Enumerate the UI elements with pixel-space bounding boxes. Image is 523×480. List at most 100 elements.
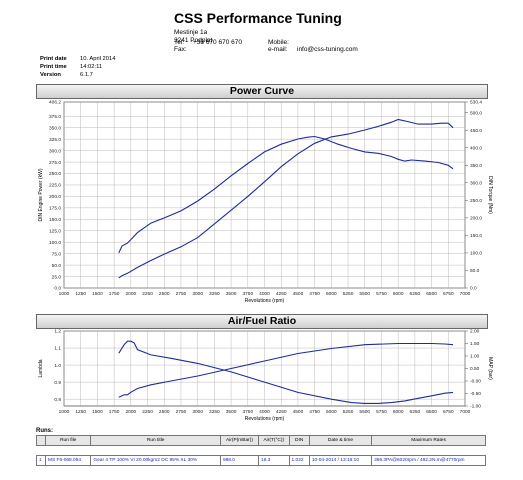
tel-label: Tel: <box>174 39 185 46</box>
y2-tick-label: 150.0 <box>470 233 482 239</box>
x-tick-label: 2000 <box>125 409 136 415</box>
runs-table: Run file Run title Air(P(mBar)) Air(T(°C… <box>36 435 486 466</box>
x-tick-label: 4000 <box>259 291 270 297</box>
y2-tick-label: 350.0 <box>470 163 482 169</box>
x-tick-label: 3000 <box>192 291 203 297</box>
print-date-label: Print date <box>40 56 67 62</box>
y-tick-label: 125.0 <box>49 228 61 234</box>
x-axis-label: Revolutions (rpm) <box>245 298 285 304</box>
run-title: Gear 4 TP 100% VI 20.00kgm2 DC 95% XL 30… <box>90 455 221 466</box>
print-time-value: 14:02:11 <box>80 64 103 70</box>
y2-tick-label: 200.0 <box>470 216 482 222</box>
company-name: CSS Performance Tuning <box>174 10 342 26</box>
x-tick-label: 6500 <box>426 291 437 297</box>
run-max-rates: 369.3PA@6020rpm / 482.2N.m@4770rpm <box>371 455 486 466</box>
mobile-label: Mobile: <box>268 39 289 46</box>
y-tick-label: 0.0 <box>54 286 61 292</box>
y2-tick-label: 300.0 <box>470 180 482 186</box>
runs-header-air-p: Air(P(mBar)) <box>219 435 260 446</box>
run-air-p: 988.0 <box>219 455 260 466</box>
x-axis-label: Revolutions (rpm) <box>245 416 285 422</box>
x-tick-label: 1000 <box>59 291 70 297</box>
x-tick-label: 2250 <box>142 409 153 415</box>
y2-tick-label: 530.4 <box>470 100 482 106</box>
runs-spacer-row <box>37 446 486 456</box>
x-tick-label: 4750 <box>309 409 320 415</box>
runs-header-max: Maximum Rates <box>371 435 486 446</box>
series-line-2 <box>118 118 454 279</box>
y2-tick-label: -0.00 <box>470 379 481 385</box>
run-din: 1.022 <box>288 455 310 466</box>
series-line-1 <box>118 340 454 404</box>
fax-label: Fax: <box>174 46 187 53</box>
y2-tick-label: 500.0 <box>470 110 482 116</box>
x-tick-label: 1250 <box>75 291 86 297</box>
x-tick-label: 6250 <box>410 291 421 297</box>
table-row[interactable]: 1 MS F6-068.054 Gear 4 TP 100% VI 20.00k… <box>36 455 486 466</box>
y-tick-label: 1.0 <box>54 363 61 369</box>
y-tick-label: 1.1 <box>54 346 61 352</box>
x-tick-label: 1750 <box>109 409 120 415</box>
y2-tick-label: 1.50 <box>470 341 480 347</box>
x-tick-label: 2750 <box>176 291 187 297</box>
address-line-2: 3241 Podplat <box>174 36 213 44</box>
y-axis-label: DIN Engine Power (kW) <box>38 168 44 221</box>
version-label: Version <box>40 72 61 78</box>
x-tick-label: 3500 <box>226 409 237 415</box>
y2-tick-label: 50.0 <box>470 268 480 274</box>
x-tick-label: 4000 <box>259 409 270 415</box>
y-tick-label: 1.2 <box>54 329 61 335</box>
runs-spacer-cell <box>37 446 486 456</box>
email-label: e-mail: <box>268 46 288 53</box>
y-tick-label: 75.0 <box>52 251 62 257</box>
x-tick-label: 5750 <box>376 409 387 415</box>
runs-header-din: DIN <box>288 435 310 446</box>
y-tick-label: 50.0 <box>52 263 62 269</box>
power-curve-chart: 1000 1250 1500 1750 2000 2250 2500 2750 3000 3250… <box>38 100 493 304</box>
y-tick-label: 350.0 <box>49 125 61 131</box>
y-tick-label: 175.0 <box>49 206 61 212</box>
print-date-value: 10. April 2014 <box>80 56 116 62</box>
series-line-2 <box>118 342 454 398</box>
x-tick-label: 6500 <box>426 409 437 415</box>
y-tick-label: 225.0 <box>49 183 61 189</box>
y-tick-label: 25.0 <box>52 274 62 280</box>
x-tick-label: 5500 <box>359 409 370 415</box>
run-air-t: 16.3 <box>258 455 290 466</box>
runs-header-date: Date & time <box>308 435 373 446</box>
x-tick-label: 4500 <box>293 409 304 415</box>
x-tick-label: 1500 <box>92 291 103 297</box>
runs-header-title: Run title <box>90 435 221 446</box>
runs-title: Runs: <box>36 428 53 434</box>
y2-axis-label: MAP (bar) <box>487 357 493 380</box>
version-value: 6.1.7 <box>80 72 93 78</box>
x-tick-label: 6250 <box>410 409 421 415</box>
x-tick-label: 5000 <box>326 409 337 415</box>
x-tick-label: 6750 <box>443 409 454 415</box>
x-tick-label: 3250 <box>209 291 220 297</box>
x-tick-label: 4750 <box>309 291 320 297</box>
x-tick-label: 2750 <box>176 409 187 415</box>
x-tick-label: 6000 <box>393 291 404 297</box>
x-tick-label: 5250 <box>343 291 354 297</box>
y-tick-label: 275.0 <box>49 160 61 166</box>
run-file: MS F6-068.054 <box>44 455 92 466</box>
y2-tick-label: 100.0 <box>470 251 482 257</box>
print-time-label: Print time <box>40 64 67 70</box>
y2-tick-label: -0.50 <box>470 391 481 397</box>
afr-chart: 1000 1250 1500 1750 2000 2250 2500 2750 3000 3250… <box>38 329 493 422</box>
x-tick-label: 2500 <box>159 291 170 297</box>
x-tick-label: 3500 <box>226 291 237 297</box>
series-line-1 <box>118 135 454 254</box>
y-tick-label: 300.0 <box>49 148 61 154</box>
runs-header-row: Run file Run title Air(P(mBar)) Air(T(°C… <box>36 435 486 446</box>
x-tick-label: 4500 <box>293 291 304 297</box>
run-date: 10-04-2014 / 13:16:10 <box>308 455 373 466</box>
x-tick-label: 5500 <box>359 291 370 297</box>
y2-tick-label: 0.50 <box>470 366 480 372</box>
y-tick-label: 0.9 <box>54 380 61 386</box>
y-axis-label: Lambda <box>38 359 44 377</box>
runs-header-index <box>36 435 46 446</box>
x-tick-label: 3750 <box>242 409 253 415</box>
y-tick-label: 325.0 <box>49 137 61 143</box>
